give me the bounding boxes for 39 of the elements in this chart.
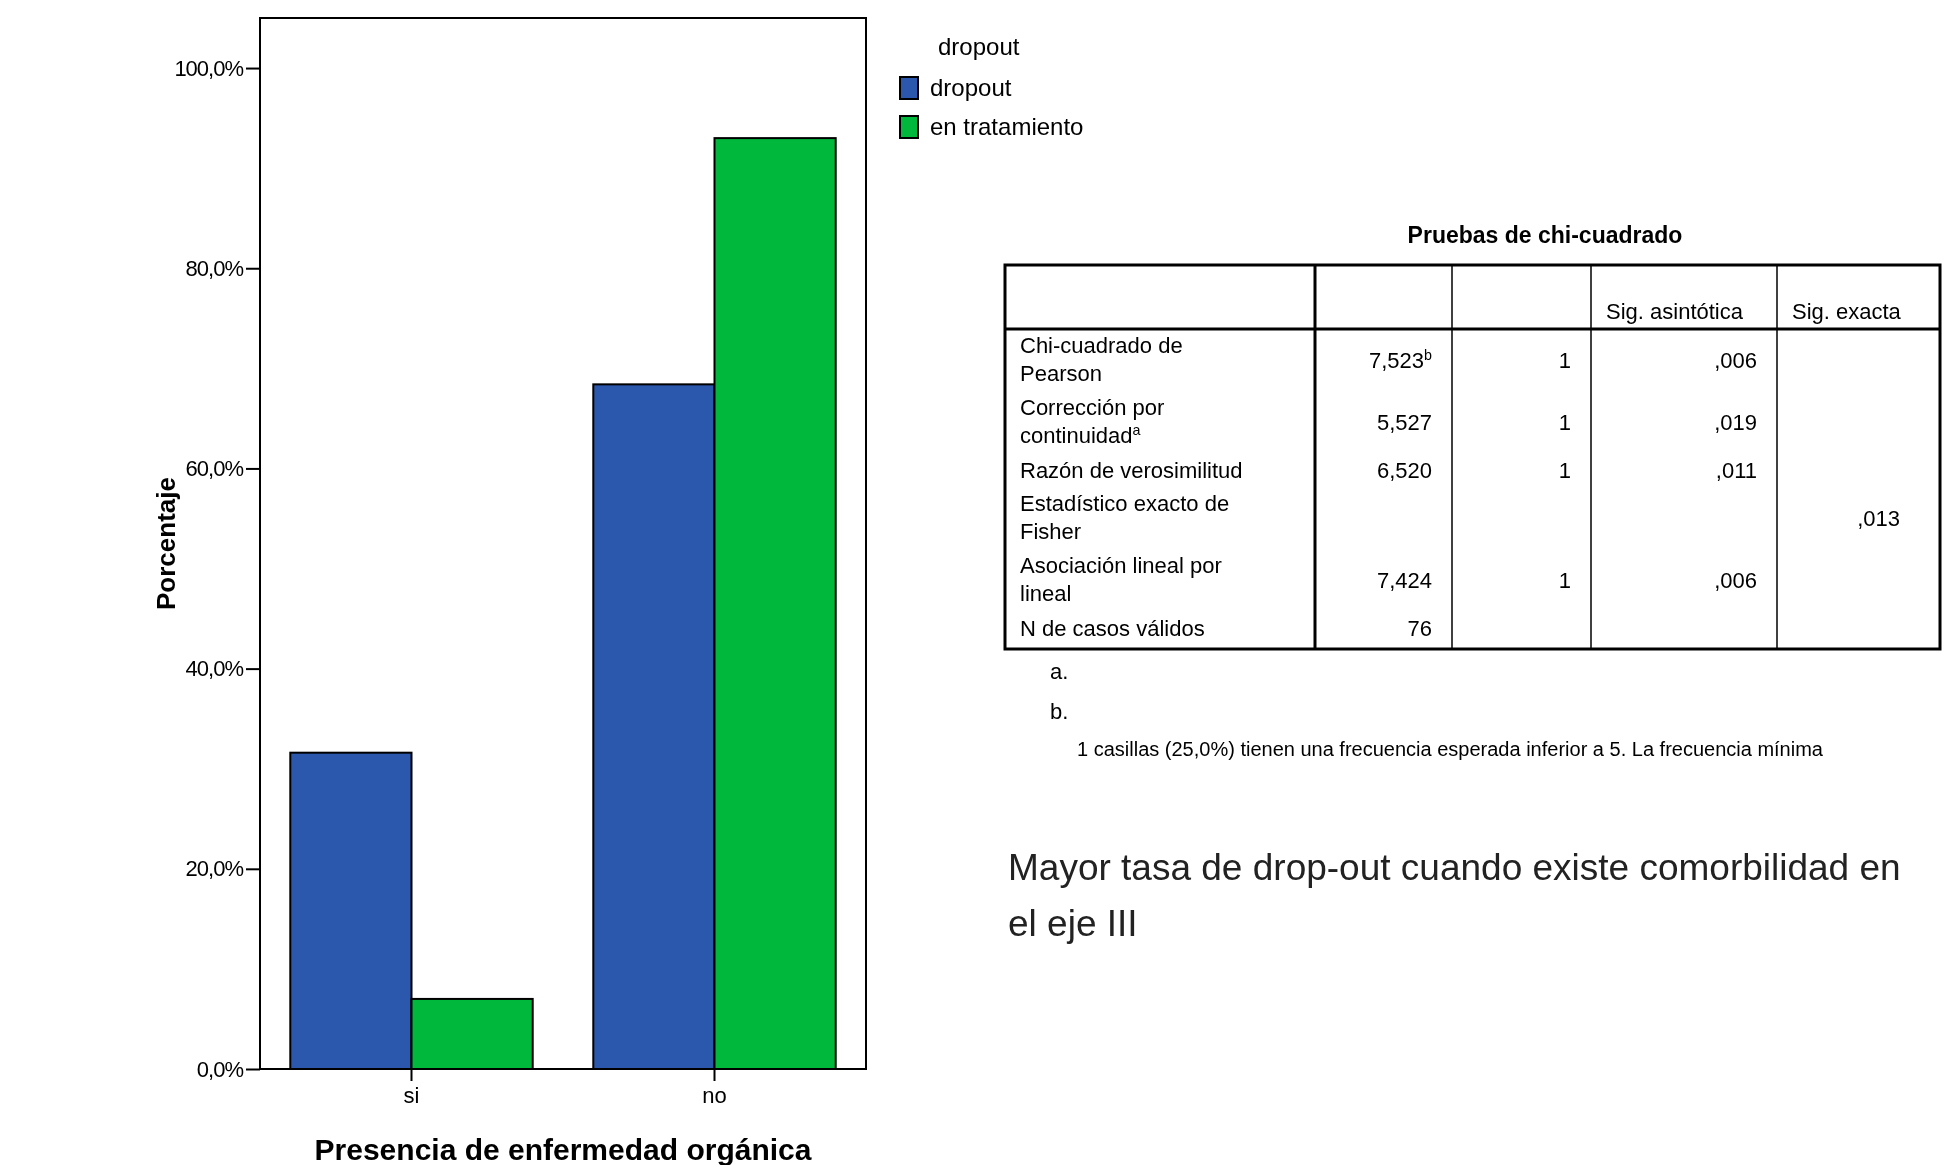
text: ,006 <box>1714 568 1757 593</box>
text: 1 casillas (25,0%) tienen una frecuencia esperada inferior a 5. La frecuencia mínima <box>1077 738 1824 760</box>
text: 1 <box>1558 410 1571 435</box>
category-label: Razón de verosimilitud <box>1020 458 1243 483</box>
y-tick-label: 60,0% <box>185 455 244 481</box>
category-label: Sig. exacta <box>1792 299 1902 324</box>
text: 76 <box>1407 616 1432 641</box>
text: ,011 <box>1715 458 1757 483</box>
text: ,013 <box>1857 506 1900 531</box>
y-axis-title: Porcentaje <box>151 477 181 610</box>
text: Mayor tasa de drop-out cuando existe comorbilidad en el eje III <box>1008 847 1901 944</box>
y-tick-label: 20,0% <box>185 856 244 882</box>
text: 7,424 <box>1376 568 1432 593</box>
x-tick-label: no <box>702 1082 727 1108</box>
text: a. <box>1050 659 1069 684</box>
text: 6,520 <box>1376 458 1432 483</box>
category-label: N de casos válidos <box>1020 616 1205 641</box>
text: 1 <box>1558 348 1571 373</box>
legend-label: en tratamiento <box>930 113 1084 140</box>
category-label: Asociación lineal por lineal <box>1020 553 1222 606</box>
text: ,019 <box>1714 410 1757 435</box>
text: b. <box>1050 699 1069 724</box>
legend-label: dropout <box>930 74 1012 101</box>
y-tick-label: 40,0% <box>185 656 244 682</box>
text: 5,527 <box>1376 410 1432 435</box>
y-tick-label: 100,0% <box>174 55 244 81</box>
category-label: Corrección por continuidad$^{a}$ <box>1020 395 1165 448</box>
y-tick-label: 0,0% <box>196 1056 244 1082</box>
text: 1 <box>1558 458 1571 483</box>
y-tick-label: 80,0% <box>185 255 244 281</box>
text: 1 <box>1558 568 1571 593</box>
category-label: Sig. asintótica <box>1606 299 1744 324</box>
x-tick-label: si <box>403 1082 420 1108</box>
category-label: Estadístico exacto de Fisher <box>1020 491 1230 544</box>
legend-title: dropout <box>938 33 1020 60</box>
text: Pruebas de chi-cuadrado <box>1407 222 1683 248</box>
category-label: Chi-cuadrado de Pearson <box>1020 333 1183 386</box>
text: 7,523$^{b}$ <box>1368 347 1432 373</box>
text: ,006 <box>1714 348 1757 373</box>
